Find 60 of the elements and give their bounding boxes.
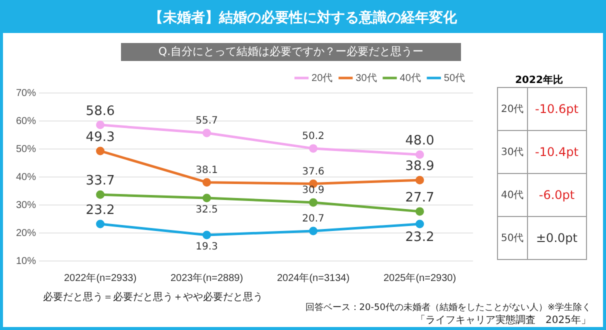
x-tick-label: 2025年(n=2930) <box>383 272 456 284</box>
point <box>202 230 212 240</box>
text: 40代 <box>498 174 528 216</box>
data-label: 30.9 <box>302 185 324 196</box>
x-tick-label: 2023年(n=2889) <box>170 272 244 284</box>
data-label: 38.9 <box>405 158 434 174</box>
text: 20代 <box>498 88 528 130</box>
x-tick-label: 2022年(n=2933) <box>64 272 137 284</box>
y-tick-label: 70% <box>16 88 36 99</box>
data-label: 23.2 <box>405 230 434 245</box>
data-label: 49.3 <box>86 130 115 145</box>
y-tick-label: 30% <box>16 200 36 211</box>
text: -10.4pt <box>527 130 586 174</box>
point <box>416 207 424 216</box>
y-tick-label: 20% <box>16 228 36 239</box>
y-tick-label: 40% <box>16 172 36 183</box>
text: 回答ベース：20-50代の未婚者（結婚をしたことがない人）※学生除く <box>305 302 591 314</box>
data-label: 38.1 <box>196 164 218 176</box>
point <box>416 176 424 184</box>
legend-label: 30代 <box>356 72 377 84</box>
data-label: 50.2 <box>302 131 324 142</box>
chart-title: 【未婚者】結婚の必要性に対する意識の経年変化 <box>3 3 603 33</box>
data-label: 55.7 <box>196 116 218 127</box>
text: 50代 <box>498 216 528 260</box>
data-label: 23.2 <box>86 202 115 218</box>
data-label: 37.6 <box>302 166 324 178</box>
text: 「ライフキャリア実態調査 2025年」 <box>416 314 591 327</box>
legend-label: 20代 <box>312 72 333 84</box>
point <box>96 120 105 130</box>
point <box>202 178 212 187</box>
text: 30代 <box>498 130 528 174</box>
y-tick-label: 60% <box>16 116 36 127</box>
text: -6.0pt <box>527 174 586 216</box>
legend-label: 50代 <box>444 72 465 84</box>
x-tick-label: 2024年(n=3134) <box>276 272 350 284</box>
point <box>416 220 424 228</box>
data-label: 58.6 <box>86 104 115 119</box>
legend-label: 40代 <box>400 72 421 84</box>
point <box>416 150 424 159</box>
point <box>96 146 105 156</box>
data-label: 19.3 <box>196 242 218 253</box>
text: ±0.0pt <box>527 216 586 260</box>
text: 必要だと思う＝必要だと思う＋やや必要だと思う <box>43 290 263 304</box>
data-label: 20.7 <box>302 214 324 225</box>
data-label: 48.0 <box>405 133 434 148</box>
point <box>309 226 318 236</box>
chart-subtitle: Q.自分にとって結婚は必要ですか？ー必要だと思うー <box>121 43 461 61</box>
point <box>309 198 318 207</box>
point <box>309 144 318 153</box>
y-tick-label: 10% <box>16 256 36 267</box>
data-label: 27.7 <box>405 190 434 206</box>
point <box>96 190 105 199</box>
point <box>202 194 212 202</box>
data-label: 32.5 <box>196 204 218 216</box>
point <box>96 220 105 228</box>
y-tick-label: 50% <box>16 144 36 155</box>
data-label: 33.7 <box>86 174 115 189</box>
point <box>202 128 212 138</box>
text: 2022年比 <box>514 74 564 87</box>
text: -10.6pt <box>527 88 586 130</box>
